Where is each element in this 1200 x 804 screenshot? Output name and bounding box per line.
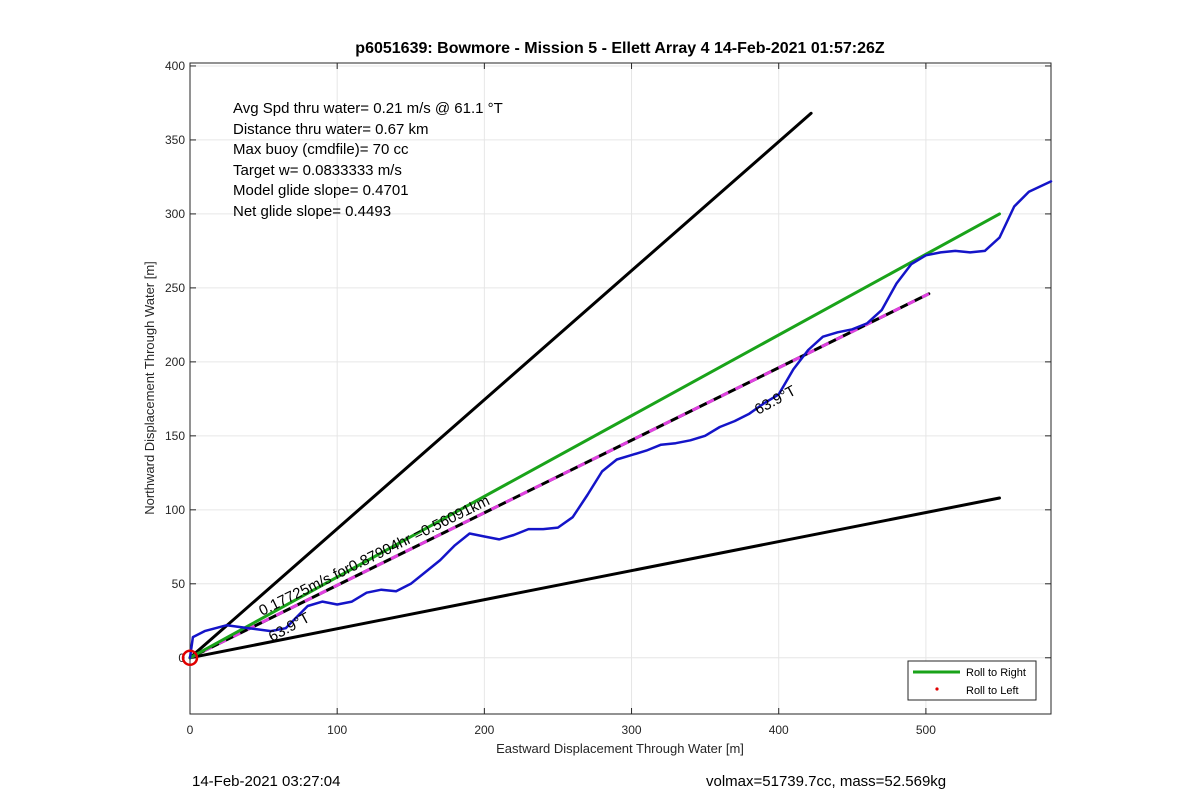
y-tick-label: 150 [165,429,185,443]
y-tick-label: 50 [172,577,186,591]
footer-timestamp: 14-Feb-2021 03:27:04 [192,773,341,790]
chart-title: p6051639: Bowmore - Mission 5 - Ellett A… [355,40,885,57]
heading-label-mid: 63.9°T [752,382,799,418]
upper-bound-line [188,111,813,660]
x-tick-label: 0 [187,723,194,737]
grid [189,63,1051,714]
y-tick-label: 400 [165,59,185,73]
legend-roll-right-label: Roll to Right [966,667,1026,679]
y-tick-label: 300 [165,207,185,221]
glider-track-line [188,180,1053,660]
y-axis-label: Northward Displacement Through Water [m] [142,261,157,515]
annotation-distance: Distance thru water= 0.67 km [233,121,429,138]
y-tick-label: 250 [165,281,185,295]
annotation-target-w: Target w= 0.0833333 m/s [233,162,402,179]
annotation-net-glide-slope: Net glide slope= 0.4493 [233,203,391,220]
annotation-model-glide-slope: Model glide slope= 0.4701 [233,182,409,199]
legend-roll-left-label: Roll to Left [966,685,1019,697]
y-tick-label: 350 [165,133,185,147]
x-axis: 0 100 200 300 400 500 [187,63,936,737]
info-annotations: Avg Spd thru water= 0.21 m/s @ 61.1 °T D… [233,100,503,220]
annotation-max-buoy: Max buoy (cmdfile)= 70 cc [233,141,409,158]
legend-box [907,660,1037,701]
footer-volume-mass: volmax=51739.7cc, mass=52.569kg [706,773,947,790]
start-marker [181,649,199,667]
x-tick-label: 200 [474,723,494,737]
roll-to-right-line [188,212,1001,660]
x-tick-label: 300 [622,723,642,737]
annotation-avg-speed: Avg Spd thru water= 0.21 m/s @ 61.1 °T [233,100,503,117]
x-axis-label: Eastward Displacement Through Water [m] [496,741,744,756]
lower-bound-line [188,496,1001,660]
y-tick-label: 100 [165,503,185,517]
net-displacement-line [188,292,931,660]
plot-lines [181,111,1053,667]
legend: Roll to Right Roll to Left [907,660,1037,701]
x-tick-label: 400 [769,723,789,737]
x-tick-label: 500 [916,723,936,737]
y-tick-label: 200 [165,355,185,369]
speed-label: 0.17725m/s for0.87904hr =0.56091km [256,492,492,619]
legend-roll-left-swatch [935,687,939,691]
x-tick-label: 100 [327,723,347,737]
plot-frame [189,62,1052,715]
